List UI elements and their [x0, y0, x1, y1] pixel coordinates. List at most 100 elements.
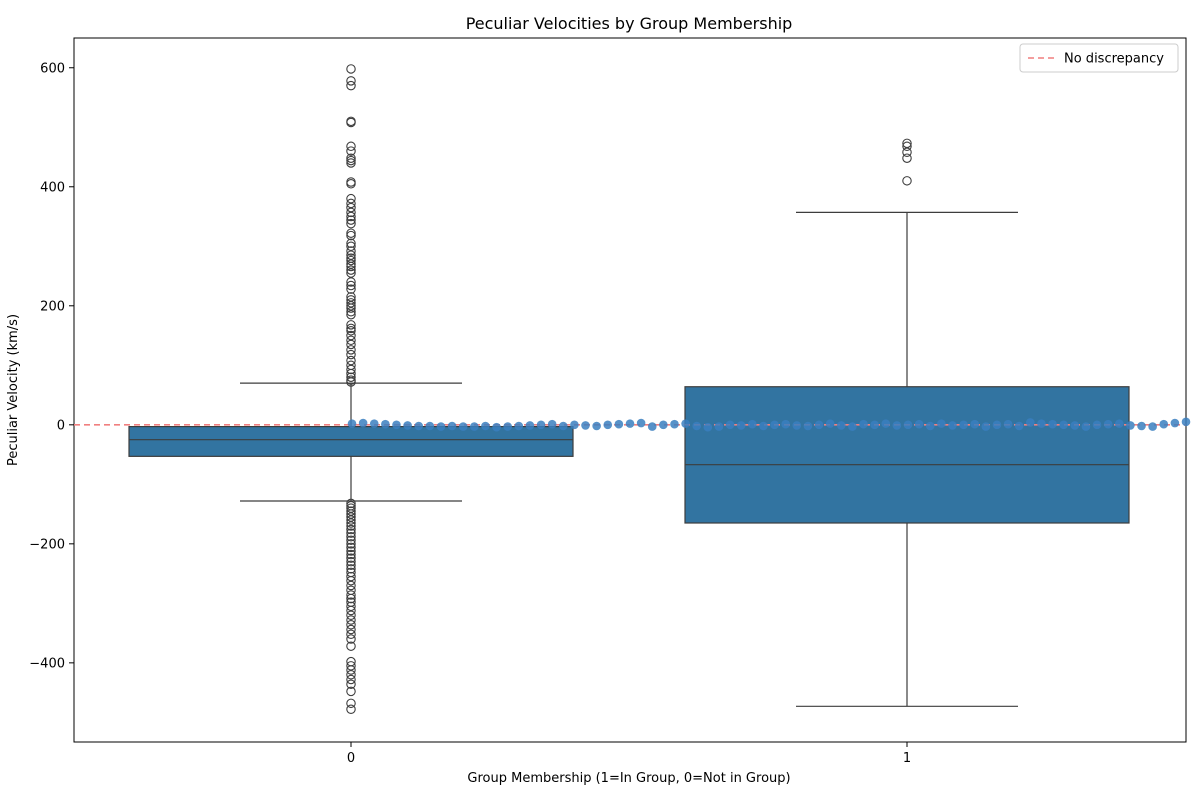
scatter-point	[759, 421, 768, 431]
outlier-point	[346, 228, 356, 238]
outlier-point	[346, 560, 356, 571]
scatter-point	[1181, 417, 1191, 427]
scatter-point	[670, 419, 679, 429]
scatter-point	[592, 421, 601, 431]
outlier-point	[346, 575, 356, 586]
outlier-point	[346, 323, 356, 334]
scatter-point	[458, 422, 468, 431]
outlier-point	[346, 303, 356, 313]
outlier-point	[346, 155, 356, 166]
scatter-point	[1092, 420, 1102, 430]
legend-box	[1019, 43, 1179, 73]
y-tick-label: −400	[29, 656, 65, 671]
outlier-point	[346, 193, 356, 204]
scatter-point	[692, 421, 702, 431]
outlier-point	[346, 528, 356, 538]
outlier-point	[346, 535, 356, 546]
y-tick-label: 400	[40, 180, 65, 195]
scatter-point	[1070, 421, 1080, 430]
outlier-point	[346, 64, 356, 74]
outlier-point	[346, 320, 356, 330]
scatter-point	[525, 421, 535, 430]
scatter-point	[725, 420, 735, 430]
scatter-point	[803, 421, 813, 431]
scatter-point	[636, 418, 646, 428]
outlier-point	[346, 615, 356, 625]
scatter-point	[436, 422, 446, 431]
outlier-point	[346, 335, 356, 346]
scatter-point	[570, 420, 579, 430]
scatter-point	[1048, 419, 1057, 429]
outlier-point	[346, 590, 356, 600]
legend: No discrepancy	[1019, 43, 1179, 73]
outlier-point	[346, 215, 356, 225]
outlier-point	[346, 207, 356, 218]
x-tick-label: 1	[903, 751, 911, 766]
scatter-point	[825, 419, 835, 428]
outlier-point	[346, 211, 356, 222]
outlier-point	[346, 309, 356, 320]
scatter-point	[392, 420, 401, 430]
outlier-point	[346, 261, 356, 272]
outlier-point	[346, 580, 356, 591]
outlier-point	[346, 610, 356, 620]
scatter-point	[914, 419, 924, 429]
outlier-point	[346, 542, 356, 553]
x-axis-title: Group Membership (1=In Group, 0=Not in G…	[467, 771, 790, 786]
outlier-point	[346, 698, 356, 709]
outlier-point	[346, 238, 356, 249]
scatter-point	[859, 419, 868, 429]
scatter-point	[1170, 418, 1180, 428]
outlier-point	[346, 620, 356, 630]
box-1	[684, 386, 1130, 524]
outlier-point	[902, 141, 912, 152]
scatter-point	[614, 419, 624, 429]
scatter-point	[714, 422, 724, 431]
scatter-point	[659, 420, 668, 430]
outlier-point	[346, 364, 356, 375]
scatter-point	[1148, 422, 1157, 431]
outlier-point	[346, 641, 356, 651]
scatter-point	[903, 420, 913, 430]
scatter-point	[781, 419, 790, 429]
plot-frame	[73, 37, 1187, 743]
scatter-point	[447, 421, 457, 431]
y-tick-label: −200	[29, 537, 65, 552]
scatter-point	[536, 420, 546, 430]
scatter-point	[836, 421, 846, 430]
scatter-point	[948, 421, 957, 430]
outlier-point	[346, 670, 356, 680]
scatter-point	[1003, 419, 1013, 429]
scatter-point	[981, 422, 991, 431]
outlier-point	[346, 546, 356, 556]
outlier-point	[346, 265, 356, 275]
outlier-point	[346, 605, 356, 616]
outlier-point	[346, 553, 356, 563]
outlier-point	[346, 377, 356, 387]
outlier-point	[346, 179, 356, 189]
plot-area: −400 −200 0 200 400 600 0 1	[29, 37, 1191, 766]
outlier-point	[346, 665, 356, 675]
outlier-point	[346, 284, 356, 294]
outlier-point	[346, 277, 356, 287]
scatter-point	[881, 419, 891, 428]
scatter-point	[1081, 422, 1091, 431]
outlier-point	[346, 339, 356, 350]
outlier-point	[346, 564, 356, 574]
scatter-point	[937, 419, 946, 428]
outlier-point	[346, 498, 356, 509]
scatter-point	[470, 422, 479, 431]
outlier-point	[346, 117, 356, 128]
outlier-point	[346, 531, 356, 542]
outlier-point	[346, 153, 356, 163]
outlier-point	[346, 556, 356, 567]
outlier-point	[346, 704, 356, 715]
scatter-point	[647, 422, 657, 431]
outlier-point	[346, 141, 356, 152]
scatter-point	[848, 422, 857, 431]
outlier-point	[346, 629, 356, 640]
scatter-point	[970, 419, 980, 429]
outlier-point	[346, 355, 356, 366]
scatter-point	[925, 421, 935, 431]
